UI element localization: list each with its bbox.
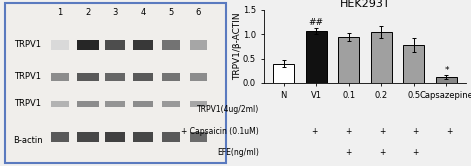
Bar xyxy=(162,132,179,142)
Text: TRPV1: TRPV1 xyxy=(14,99,41,108)
Bar xyxy=(371,32,392,83)
Text: +: + xyxy=(311,127,317,136)
Bar xyxy=(77,73,99,81)
Text: 5: 5 xyxy=(168,8,173,17)
Bar xyxy=(51,73,69,81)
Bar xyxy=(133,101,153,107)
Bar xyxy=(77,40,99,49)
Bar xyxy=(133,132,153,142)
Bar xyxy=(77,132,99,142)
Text: +: + xyxy=(379,127,385,136)
Text: +: + xyxy=(413,127,419,136)
Bar xyxy=(403,45,424,83)
Bar xyxy=(189,132,207,142)
Bar xyxy=(162,73,179,81)
Bar xyxy=(106,132,125,142)
Bar xyxy=(106,40,125,49)
Bar xyxy=(51,40,69,49)
Text: 3: 3 xyxy=(113,8,118,17)
Text: +: + xyxy=(413,148,419,157)
Title: HEK293T: HEK293T xyxy=(340,0,390,9)
Bar xyxy=(162,40,179,49)
Bar xyxy=(106,73,125,81)
Text: 4: 4 xyxy=(140,8,146,17)
Text: 6: 6 xyxy=(196,8,201,17)
Text: *: * xyxy=(444,66,449,75)
Text: 1: 1 xyxy=(57,8,63,17)
Text: + Capsaicin (0.1uM): + Capsaicin (0.1uM) xyxy=(181,127,259,136)
Bar xyxy=(133,40,153,49)
Bar xyxy=(189,101,207,107)
Text: +: + xyxy=(345,148,351,157)
Text: +: + xyxy=(345,127,351,136)
Bar xyxy=(106,101,125,107)
Bar xyxy=(306,31,327,83)
Y-axis label: TRPV1/β-ACTIN: TRPV1/β-ACTIN xyxy=(233,13,242,80)
Bar xyxy=(51,132,69,142)
Text: TRPV1: TRPV1 xyxy=(14,72,41,81)
Text: ##: ## xyxy=(309,18,324,28)
Bar xyxy=(51,101,69,107)
Bar xyxy=(273,64,294,83)
Bar xyxy=(77,101,99,107)
Text: +: + xyxy=(446,127,453,136)
Text: 2: 2 xyxy=(85,8,90,17)
Bar xyxy=(162,101,179,107)
Text: TRPV1(4ug/2ml): TRPV1(4ug/2ml) xyxy=(197,105,259,114)
FancyBboxPatch shape xyxy=(5,3,226,163)
Text: +: + xyxy=(379,148,385,157)
Bar xyxy=(338,37,359,83)
Bar xyxy=(436,77,457,83)
Text: B-actin: B-actin xyxy=(14,136,43,145)
Bar xyxy=(189,40,207,49)
Text: EFE(ng/ml): EFE(ng/ml) xyxy=(217,148,259,157)
Bar xyxy=(133,73,153,81)
Text: TRPV1: TRPV1 xyxy=(14,40,41,49)
Bar xyxy=(189,73,207,81)
